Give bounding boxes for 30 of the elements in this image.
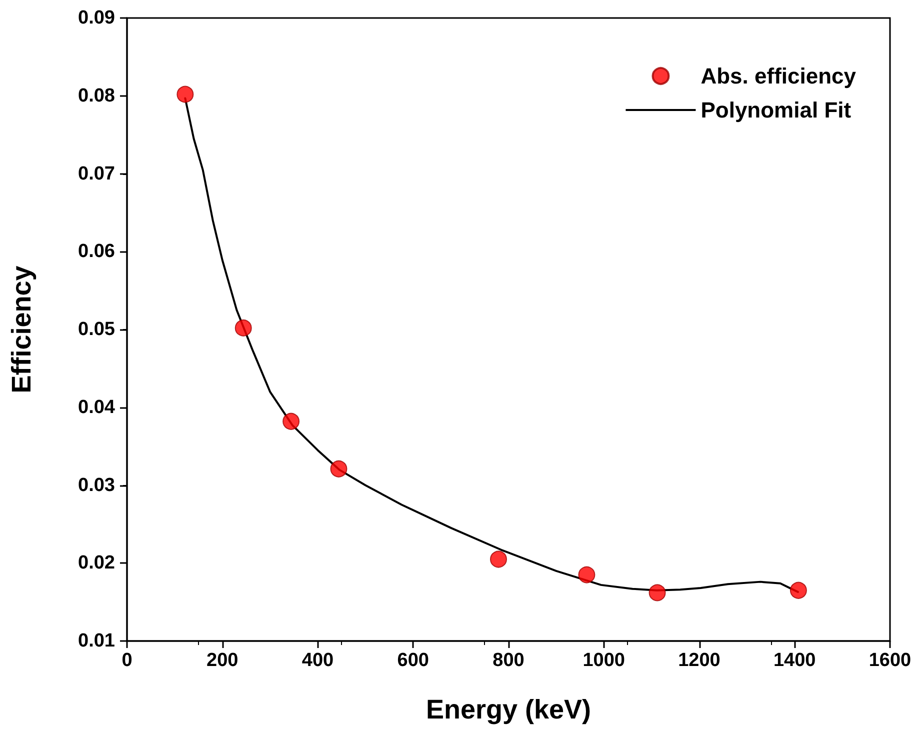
x-tick-label: 200 bbox=[206, 650, 238, 671]
point bbox=[490, 550, 507, 568]
point bbox=[578, 566, 596, 584]
y-axis-title: Efficiency bbox=[6, 266, 36, 394]
y-tick-label: 0.03 bbox=[78, 474, 115, 496]
point bbox=[282, 412, 300, 430]
legend-label: Polynomial Fit bbox=[700, 98, 852, 122]
x-tick-label: 1200 bbox=[678, 650, 720, 671]
y-tick-label: 0.07 bbox=[78, 163, 115, 184]
x-tick-label: 1600 bbox=[868, 650, 912, 671]
x-tick-label: 600 bbox=[397, 650, 429, 671]
point bbox=[790, 582, 807, 599]
x-tick-label: 1400 bbox=[773, 650, 816, 671]
x-tick-label: 800 bbox=[492, 650, 524, 671]
point bbox=[234, 319, 252, 336]
x-axis-title: Energy (keV) bbox=[426, 694, 592, 724]
legend-label: Abs. efficiency bbox=[700, 64, 857, 88]
y-tick-label: 0.09 bbox=[78, 8, 115, 28]
y-tick-label: 0.04 bbox=[78, 396, 116, 418]
point bbox=[648, 584, 666, 602]
y-tick-label: 0.06 bbox=[78, 241, 115, 262]
y-tick-label: 0.02 bbox=[78, 552, 115, 574]
y-tick-label: 0.01 bbox=[78, 630, 116, 652]
point bbox=[176, 86, 194, 103]
y-tick-label: 0.08 bbox=[78, 85, 115, 106]
x-tick-label: 1000 bbox=[582, 650, 626, 671]
point bbox=[330, 460, 348, 478]
y-tick-label: 0.05 bbox=[78, 319, 116, 340]
x-tick-label: 400 bbox=[302, 650, 334, 671]
x-tick-label: 0 bbox=[122, 650, 132, 671]
